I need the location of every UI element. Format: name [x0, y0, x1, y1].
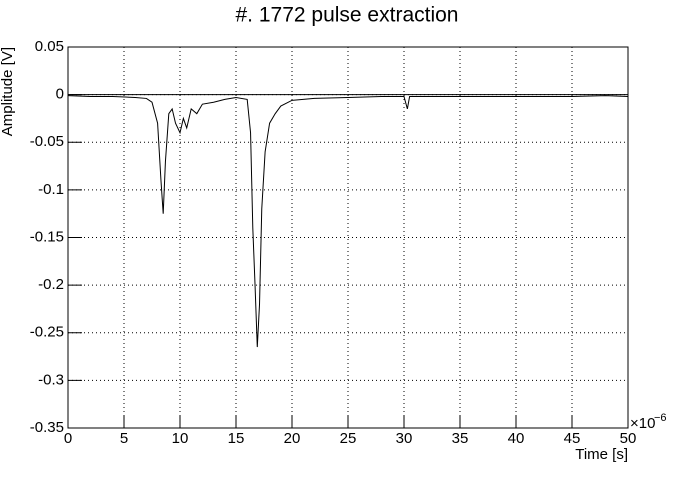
x-tick-label: 25	[340, 430, 357, 447]
x-tick-label: 10	[172, 430, 189, 447]
x-tick-label: 5	[120, 430, 128, 447]
y-tick-label: 0.05	[35, 38, 64, 55]
x-tick-label: 40	[508, 430, 525, 447]
chart-title: #. 1772 pulse extraction	[236, 4, 459, 27]
x-tick-label: 50	[620, 430, 637, 447]
x-tick-label: 45	[564, 430, 581, 447]
x-scale-exponent: −6	[654, 412, 667, 424]
y-tick-label: -0.35	[30, 419, 64, 436]
y-tick-label: -0.1	[38, 181, 64, 198]
y-tick-label: -0.25	[30, 324, 64, 341]
x-tick-label: 20	[284, 430, 301, 447]
x-tick-label: 0	[64, 430, 72, 447]
x-tick-label: 35	[452, 430, 469, 447]
x-tick-label: 15	[228, 430, 245, 447]
x-scale-base: ×10	[630, 415, 655, 432]
y-tick-label: -0.05	[30, 133, 64, 150]
y-tick-label: -0.2	[38, 276, 64, 293]
waveform-line	[67, 95, 629, 348]
x-axis-label: Time [s]	[575, 446, 628, 463]
x-tick-label: 30	[396, 430, 413, 447]
y-tick-label: 0	[56, 86, 64, 103]
plot-frame	[67, 46, 629, 429]
y-tick-label: -0.3	[38, 371, 64, 388]
y-tick-label: -0.15	[30, 228, 64, 245]
y-axis-label: Amplitude [V]	[0, 47, 16, 136]
